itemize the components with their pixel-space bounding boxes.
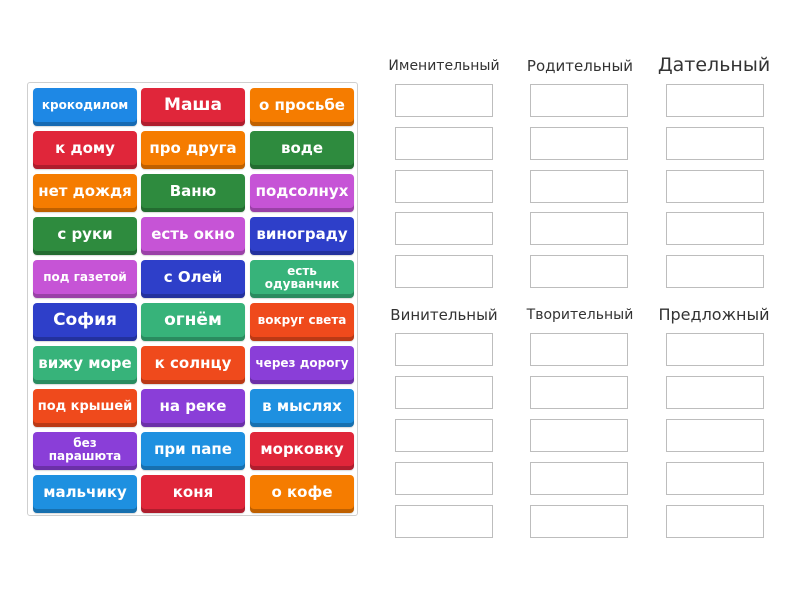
drop-slot[interactable] [395, 212, 493, 245]
drop-slot[interactable] [666, 505, 764, 538]
word-tile[interactable]: Ваню [141, 174, 245, 212]
word-tile[interactable]: огнём [141, 303, 245, 341]
word-tile[interactable]: морковку [250, 432, 354, 470]
drop-slot[interactable] [395, 170, 493, 203]
word-tile[interactable]: в мыслях [250, 389, 354, 427]
word-tile[interactable]: коня [141, 475, 245, 513]
category-heading: Винительный [390, 306, 498, 324]
word-tile[interactable]: к дому [33, 131, 137, 169]
word-bank: крокодилом Маша о просьбе к дому про дру… [27, 82, 358, 516]
drop-slot[interactable] [395, 505, 493, 538]
word-tile[interactable]: под газетой [33, 260, 137, 298]
drop-slot[interactable] [395, 255, 493, 288]
word-tile[interactable]: с Олей [141, 260, 245, 298]
category-heading: Родительный [526, 57, 634, 75]
word-tile[interactable]: есть одуванчик [250, 260, 354, 298]
word-tile[interactable]: крокодилом [33, 88, 137, 126]
drop-slot[interactable] [395, 376, 493, 409]
drop-slot[interactable] [666, 84, 764, 117]
drop-slot[interactable] [395, 84, 493, 117]
drop-slot[interactable] [530, 333, 628, 366]
word-tile[interactable]: мальчику [33, 475, 137, 513]
word-tile[interactable]: вижу море [33, 346, 137, 384]
category-heading: Творительный [526, 307, 634, 323]
word-tile[interactable]: про друга [141, 131, 245, 169]
drop-slot[interactable] [530, 170, 628, 203]
word-tile[interactable]: о кофе [250, 475, 354, 513]
drop-slot[interactable] [530, 212, 628, 245]
drop-slot[interactable] [530, 255, 628, 288]
drop-slot[interactable] [395, 462, 493, 495]
drop-slot[interactable] [395, 127, 493, 160]
drop-slot[interactable] [666, 376, 764, 409]
word-tile[interactable]: при папе [141, 432, 245, 470]
word-tile[interactable]: под крышей [33, 389, 137, 427]
word-tile[interactable]: без парашюта [33, 432, 137, 470]
word-tile[interactable]: на реке [141, 389, 245, 427]
word-tile[interactable]: София [33, 303, 137, 341]
word-tile[interactable]: есть окно [141, 217, 245, 255]
word-tile[interactable]: к солнцу [141, 346, 245, 384]
drop-slot[interactable] [530, 127, 628, 160]
drop-slot[interactable] [530, 84, 628, 117]
word-tile[interactable]: Маша [141, 88, 245, 126]
word-tile[interactable]: подсолнух [250, 174, 354, 212]
word-tile[interactable]: вокруг света [250, 303, 354, 341]
word-tile[interactable]: воде [250, 131, 354, 169]
drop-slot[interactable] [666, 462, 764, 495]
category-heading: Дательный [657, 54, 771, 76]
category-heading: Именительный [388, 58, 500, 74]
word-tile[interactable]: о просьбе [250, 88, 354, 126]
word-tile[interactable]: через дорогу [250, 346, 354, 384]
category-heading: Предложный [658, 305, 770, 324]
drop-slot[interactable] [666, 127, 764, 160]
drop-slot[interactable] [395, 333, 493, 366]
drop-slot[interactable] [666, 255, 764, 288]
word-tile[interactable]: нет дождя [33, 174, 137, 212]
word-tile[interactable]: винограду [250, 217, 354, 255]
drop-slot[interactable] [666, 212, 764, 245]
drop-slot[interactable] [666, 419, 764, 452]
drop-slot[interactable] [395, 419, 493, 452]
drop-slot[interactable] [666, 333, 764, 366]
drop-slot[interactable] [530, 376, 628, 409]
drop-slot[interactable] [666, 170, 764, 203]
drop-slot[interactable] [530, 419, 628, 452]
drop-slot[interactable] [530, 462, 628, 495]
word-tile[interactable]: с руки [33, 217, 137, 255]
drop-slot[interactable] [530, 505, 628, 538]
